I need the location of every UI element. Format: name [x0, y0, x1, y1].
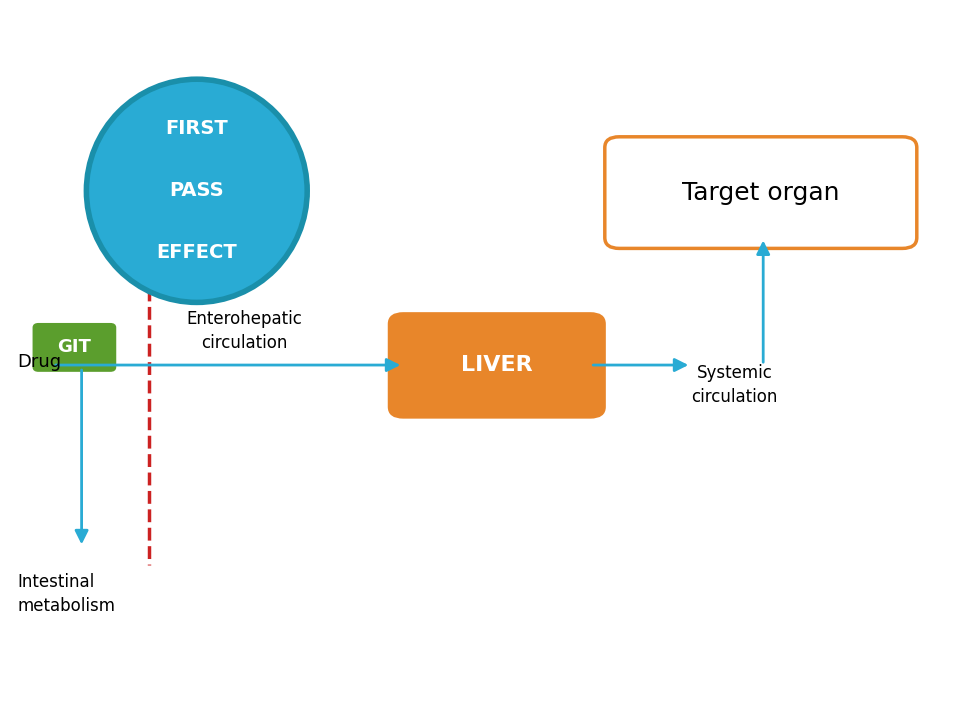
Text: FIRST

PASS

EFFECT: FIRST PASS EFFECT — [156, 120, 237, 262]
FancyBboxPatch shape — [389, 313, 605, 418]
Text: Drug: Drug — [17, 354, 61, 372]
FancyBboxPatch shape — [34, 324, 115, 371]
Text: Enterohepatic
circulation: Enterohepatic circulation — [187, 310, 302, 352]
Text: Target organ: Target organ — [682, 181, 840, 204]
Text: GIT: GIT — [58, 338, 91, 356]
FancyBboxPatch shape — [605, 137, 917, 248]
Ellipse shape — [86, 79, 307, 302]
Text: LIVER: LIVER — [461, 356, 533, 375]
Text: Systemic
circulation: Systemic circulation — [691, 364, 778, 406]
Text: Intestinal
metabolism: Intestinal metabolism — [17, 573, 115, 615]
